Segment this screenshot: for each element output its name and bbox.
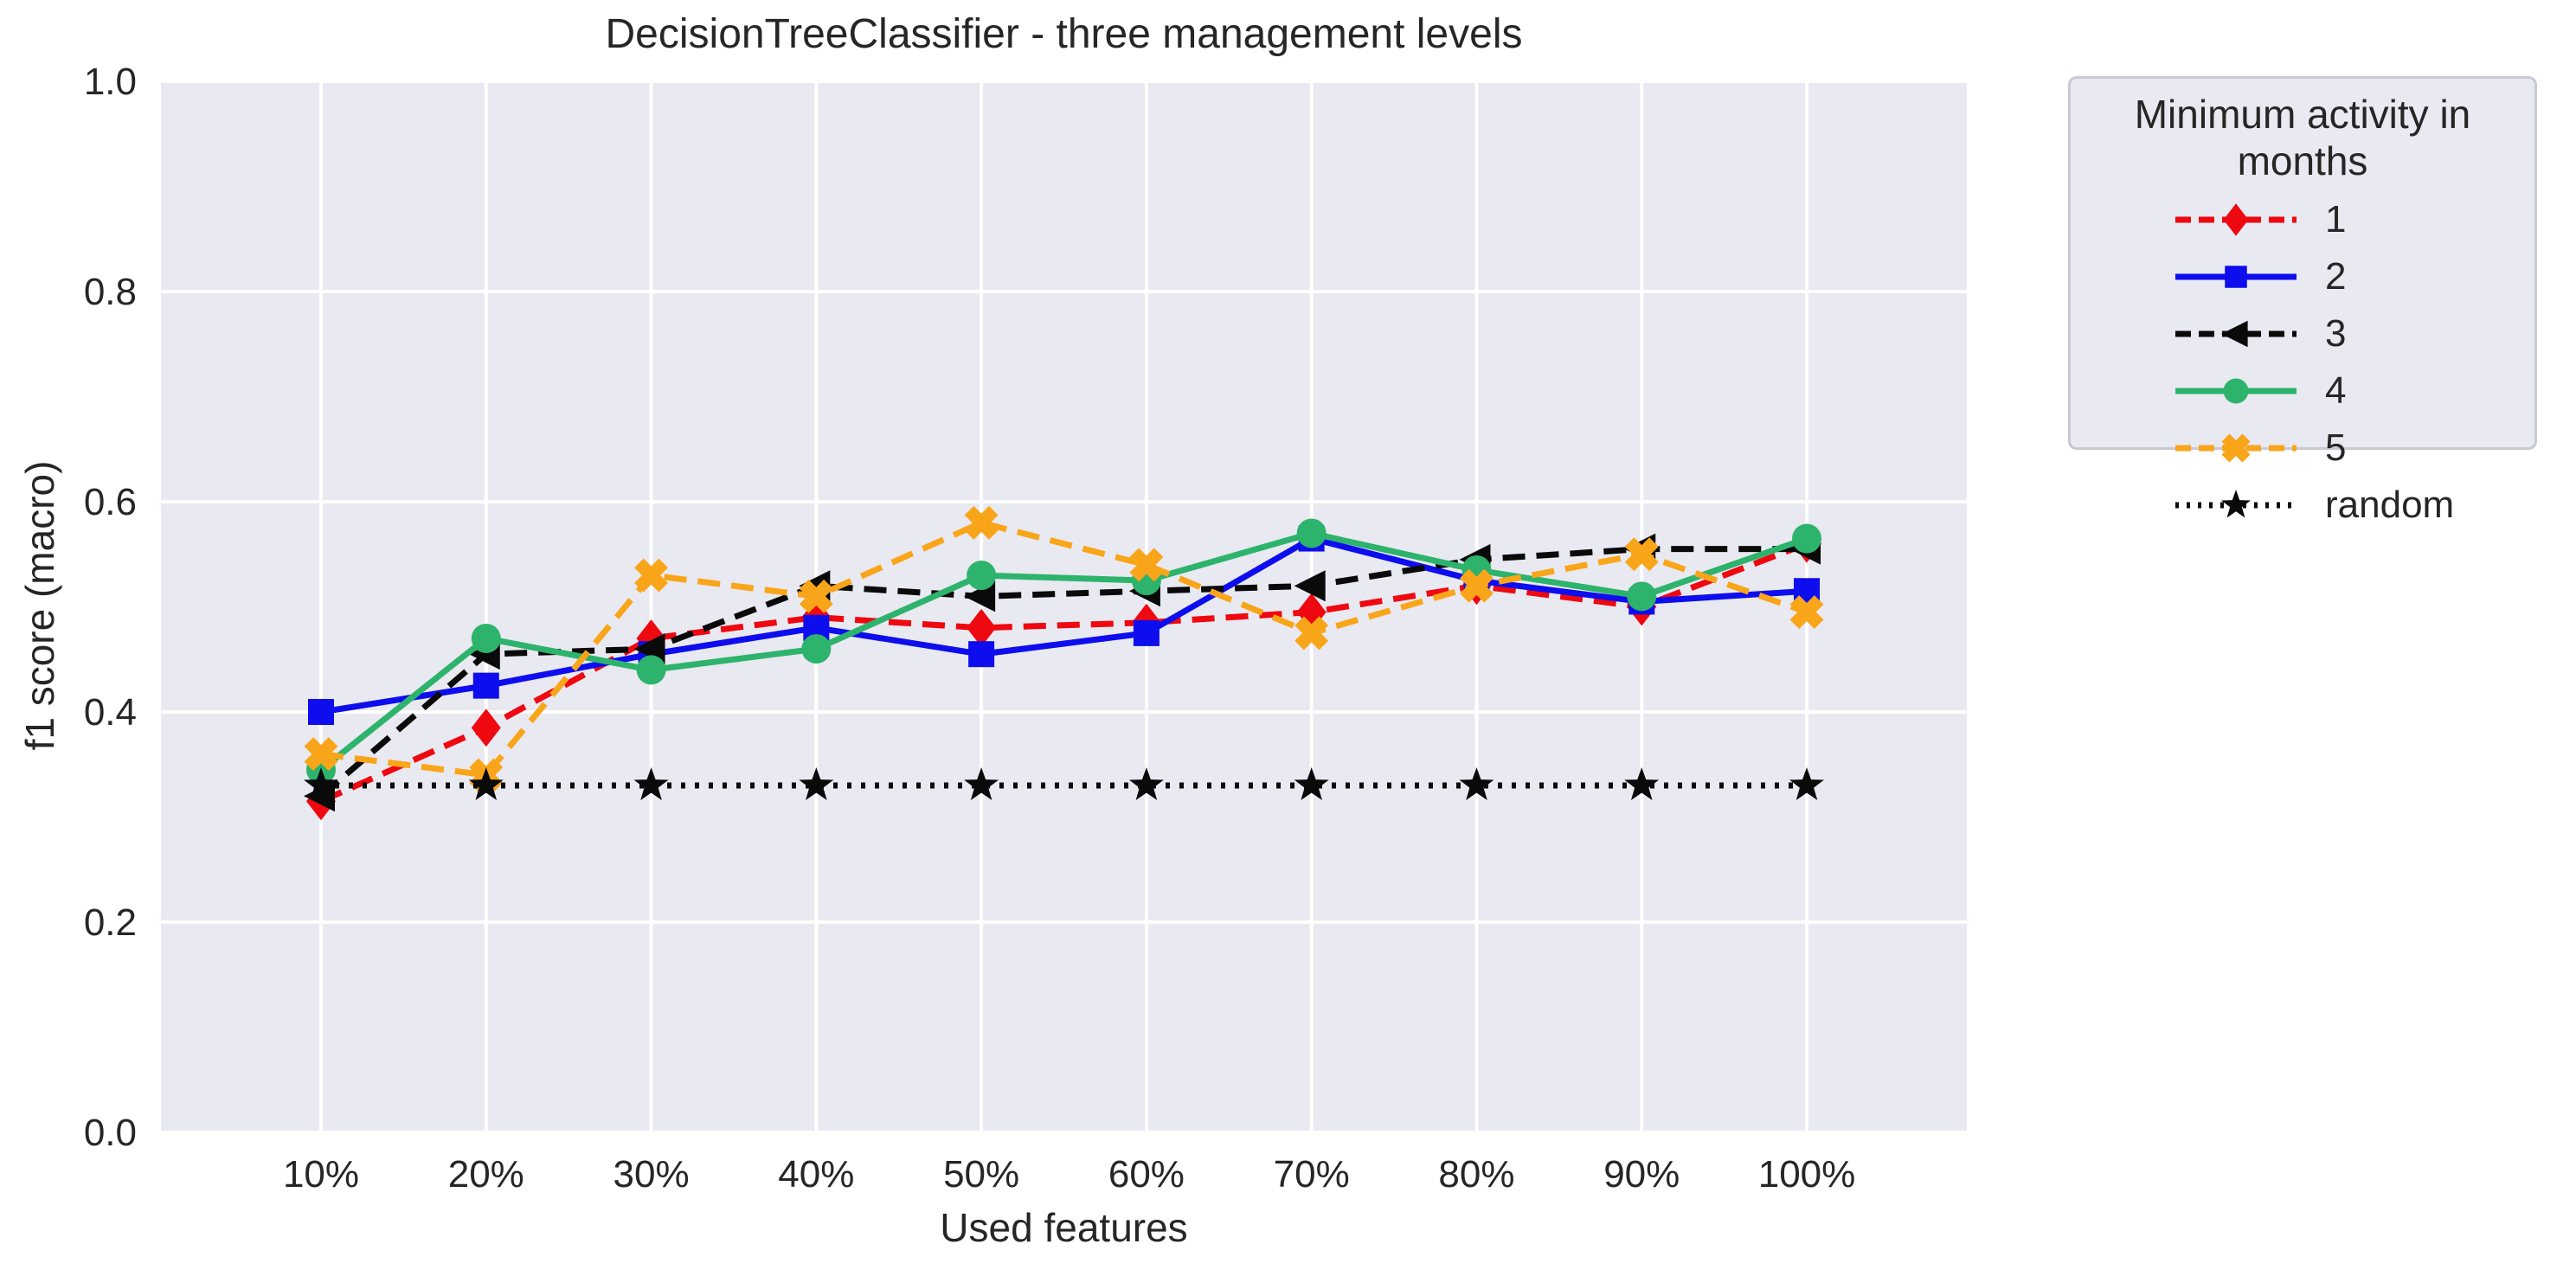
legend-items: 1 2 3 4 5 random xyxy=(2071,191,2534,534)
legend-entry-label: 2 xyxy=(2325,255,2347,298)
circle-marker xyxy=(2223,378,2249,404)
legend-title: Minimum activity in months xyxy=(2134,92,2471,183)
series-line-5 xyxy=(320,519,1808,779)
legend-entry-label: random xyxy=(2325,484,2455,526)
x-filled-marker xyxy=(304,737,338,772)
y-tick-label: 1.0 xyxy=(84,61,137,103)
x-axis-label: Used features xyxy=(940,1205,1188,1250)
y-tick-label: 0.8 xyxy=(84,271,137,313)
diamond-marker xyxy=(967,608,997,647)
star-marker xyxy=(1789,767,1825,801)
square-marker xyxy=(968,641,995,668)
circle-marker xyxy=(1296,518,1327,548)
legend-entry-label: 1 xyxy=(2325,198,2347,240)
star-marker xyxy=(799,767,834,801)
plot-area xyxy=(161,81,1967,1132)
x-tick-label: 50% xyxy=(943,1153,1019,1196)
x-tick-label: 100% xyxy=(1758,1153,1856,1196)
x-tick-label: 90% xyxy=(1603,1153,1680,1196)
legend-sample xyxy=(2175,433,2297,463)
legend-item-1: 1 xyxy=(2071,191,2534,248)
circle-marker xyxy=(636,655,666,685)
x-tick-label: 70% xyxy=(1274,1153,1350,1196)
square-marker xyxy=(2225,266,2247,288)
circle-marker xyxy=(1792,523,1822,554)
legend-item-random: random xyxy=(2071,477,2534,534)
x-filled-marker xyxy=(799,579,833,613)
x-tick-label: 10% xyxy=(283,1153,359,1196)
x-filled-marker xyxy=(964,505,999,540)
triangle-left-marker xyxy=(1294,570,1326,602)
star-marker xyxy=(964,767,999,801)
x-filled-marker xyxy=(1294,616,1329,651)
x-tick-label: 30% xyxy=(613,1153,690,1196)
legend-entry-label: 3 xyxy=(2325,312,2347,355)
circle-marker xyxy=(471,623,501,653)
legend-sample xyxy=(2175,203,2297,236)
y-tick-label: 0.0 xyxy=(84,1112,137,1154)
x-filled-marker xyxy=(2221,433,2251,463)
legend-sample xyxy=(2175,490,2297,518)
legend-box: Minimum activity in months 1 2 3 4 5 random xyxy=(2068,76,2537,526)
series-line-1 xyxy=(319,541,1808,805)
series-line-4 xyxy=(318,529,1808,773)
x-tick-label: 60% xyxy=(1108,1153,1185,1196)
square-marker xyxy=(308,699,334,725)
circle-marker xyxy=(967,561,997,591)
legend-item-3: 3 xyxy=(2071,305,2534,362)
x-filled-marker xyxy=(634,558,669,593)
x-tick-label: 40% xyxy=(778,1153,854,1196)
square-marker xyxy=(472,672,499,699)
x-filled-marker xyxy=(1460,568,1494,603)
diamond-marker xyxy=(471,708,501,747)
triangle-left-marker xyxy=(2221,320,2248,348)
star-marker xyxy=(1459,767,1494,801)
legend-sample xyxy=(2175,320,2297,348)
x-filled-marker xyxy=(1789,595,1824,630)
x-filled-marker xyxy=(1624,537,1659,572)
legend-entry-label: 4 xyxy=(2325,369,2347,412)
star-marker xyxy=(633,767,669,801)
star-marker xyxy=(1128,767,1164,801)
x-tick-label: 80% xyxy=(1438,1153,1514,1196)
legend-item-5: 5 xyxy=(2071,420,2534,477)
chart-title: DecisionTreeClassifier - three managemen… xyxy=(605,11,1523,57)
x-tick-label: 20% xyxy=(448,1153,524,1196)
x-filled-marker xyxy=(1129,548,1164,582)
star-marker xyxy=(1624,767,1660,801)
series-line-2 xyxy=(320,535,1808,715)
circle-marker xyxy=(801,634,832,664)
star-marker xyxy=(2221,490,2251,518)
star-marker xyxy=(468,767,504,801)
legend-sample xyxy=(2175,378,2297,404)
y-tick-label: 0.2 xyxy=(84,901,137,944)
y-tick-label: 0.4 xyxy=(84,691,137,734)
square-marker xyxy=(1133,619,1160,646)
circle-marker xyxy=(1627,581,1657,612)
y-tick-label: 0.6 xyxy=(84,481,137,523)
legend-sample xyxy=(2175,266,2297,288)
legend-item-4: 4 xyxy=(2071,362,2534,420)
legend-item-2: 2 xyxy=(2071,248,2534,305)
star-marker xyxy=(1294,767,1329,801)
star-marker xyxy=(304,767,338,801)
legend-entry-label: 5 xyxy=(2325,426,2347,469)
diamond-marker xyxy=(2223,203,2249,236)
